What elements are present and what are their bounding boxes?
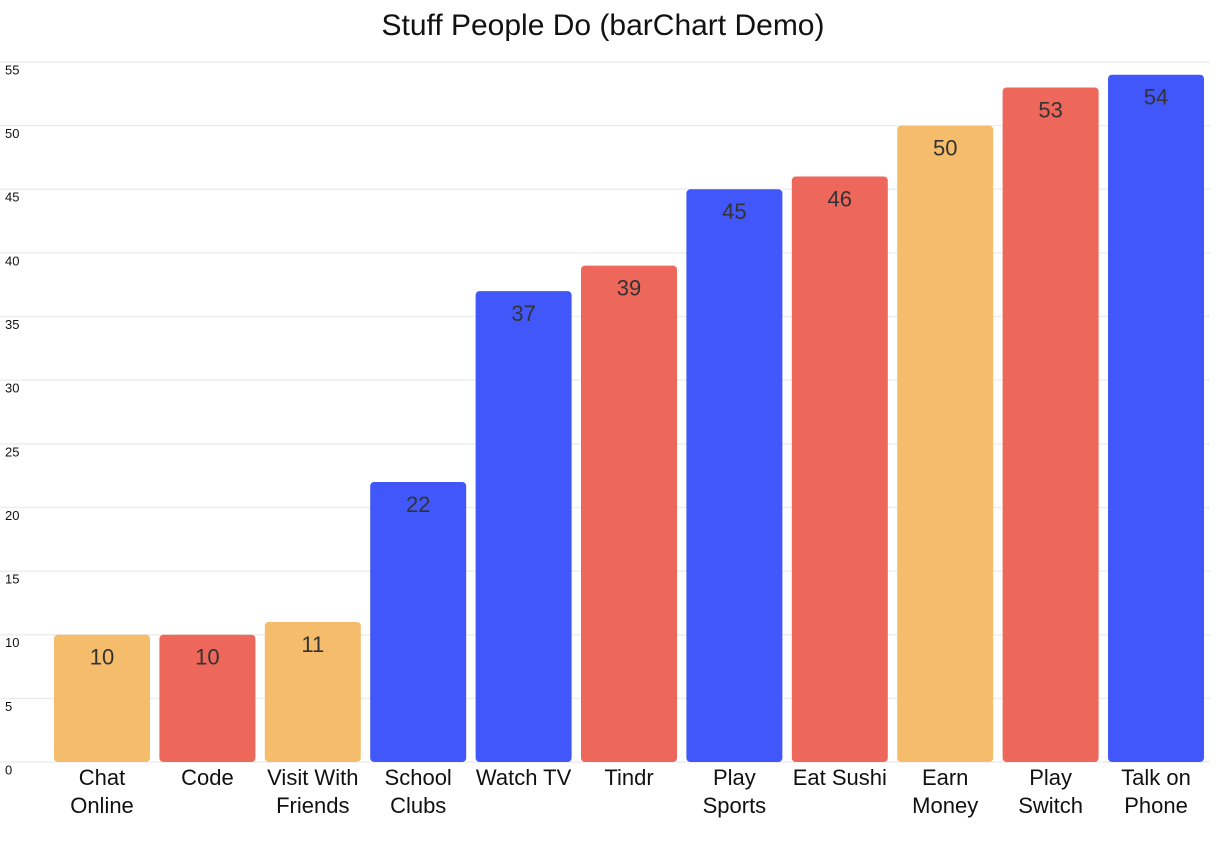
chart-title: Stuff People Do (barChart Demo) bbox=[382, 9, 825, 42]
y-tick-label: 10 bbox=[5, 635, 19, 650]
y-tick-label: 50 bbox=[5, 126, 19, 141]
x-tick-label: Talk on Phone bbox=[1121, 765, 1191, 818]
bar bbox=[264, 622, 361, 762]
x-tick-label: Earn Money bbox=[912, 765, 979, 818]
value-label: 46 bbox=[828, 186, 852, 211]
x-tick-label: Chat Online bbox=[70, 765, 134, 818]
bar bbox=[159, 634, 256, 762]
value-label: 53 bbox=[1038, 97, 1062, 122]
value-label: 10 bbox=[195, 645, 219, 670]
value-label: 10 bbox=[90, 645, 114, 670]
value-label: 45 bbox=[722, 199, 746, 224]
bar bbox=[897, 125, 994, 763]
x-tick-label: Eat Sushi bbox=[792, 765, 887, 790]
bar bbox=[686, 189, 783, 763]
bar bbox=[54, 634, 150, 762]
value-label: 37 bbox=[511, 301, 535, 326]
bar bbox=[1002, 87, 1099, 763]
value-label: 50 bbox=[933, 135, 957, 160]
y-tick-label: 40 bbox=[5, 253, 19, 268]
bar bbox=[475, 291, 572, 762]
y-tick-label: 25 bbox=[5, 444, 19, 459]
x-tick-label: Play Sports bbox=[702, 765, 767, 818]
x-tick-label: Tindr bbox=[604, 765, 654, 790]
bar bbox=[370, 482, 467, 762]
value-label: 39 bbox=[617, 275, 641, 300]
y-tick-label: 15 bbox=[5, 572, 19, 587]
bar bbox=[791, 176, 888, 762]
y-tick-label: 30 bbox=[5, 381, 19, 396]
value-label: 54 bbox=[1144, 85, 1168, 110]
x-tick-label: Play Switch bbox=[1018, 765, 1083, 818]
x-tick-label: School Clubs bbox=[384, 765, 452, 818]
x-tick-label: Visit With Friends bbox=[267, 765, 359, 818]
value-label: 11 bbox=[301, 632, 324, 657]
x-tick-label: Watch TV bbox=[475, 765, 572, 790]
value-label: 22 bbox=[406, 492, 430, 517]
y-tick-label: 45 bbox=[5, 190, 19, 205]
bar bbox=[1108, 74, 1204, 762]
y-tick-label: 5 bbox=[5, 699, 12, 714]
y-tick-label: 0 bbox=[5, 762, 12, 777]
y-tick-label: 55 bbox=[5, 62, 19, 77]
bar bbox=[581, 265, 677, 762]
y-tick-label: 35 bbox=[5, 317, 19, 332]
y-tick-label: 20 bbox=[5, 508, 19, 523]
x-tick-label: Code bbox=[181, 765, 234, 790]
